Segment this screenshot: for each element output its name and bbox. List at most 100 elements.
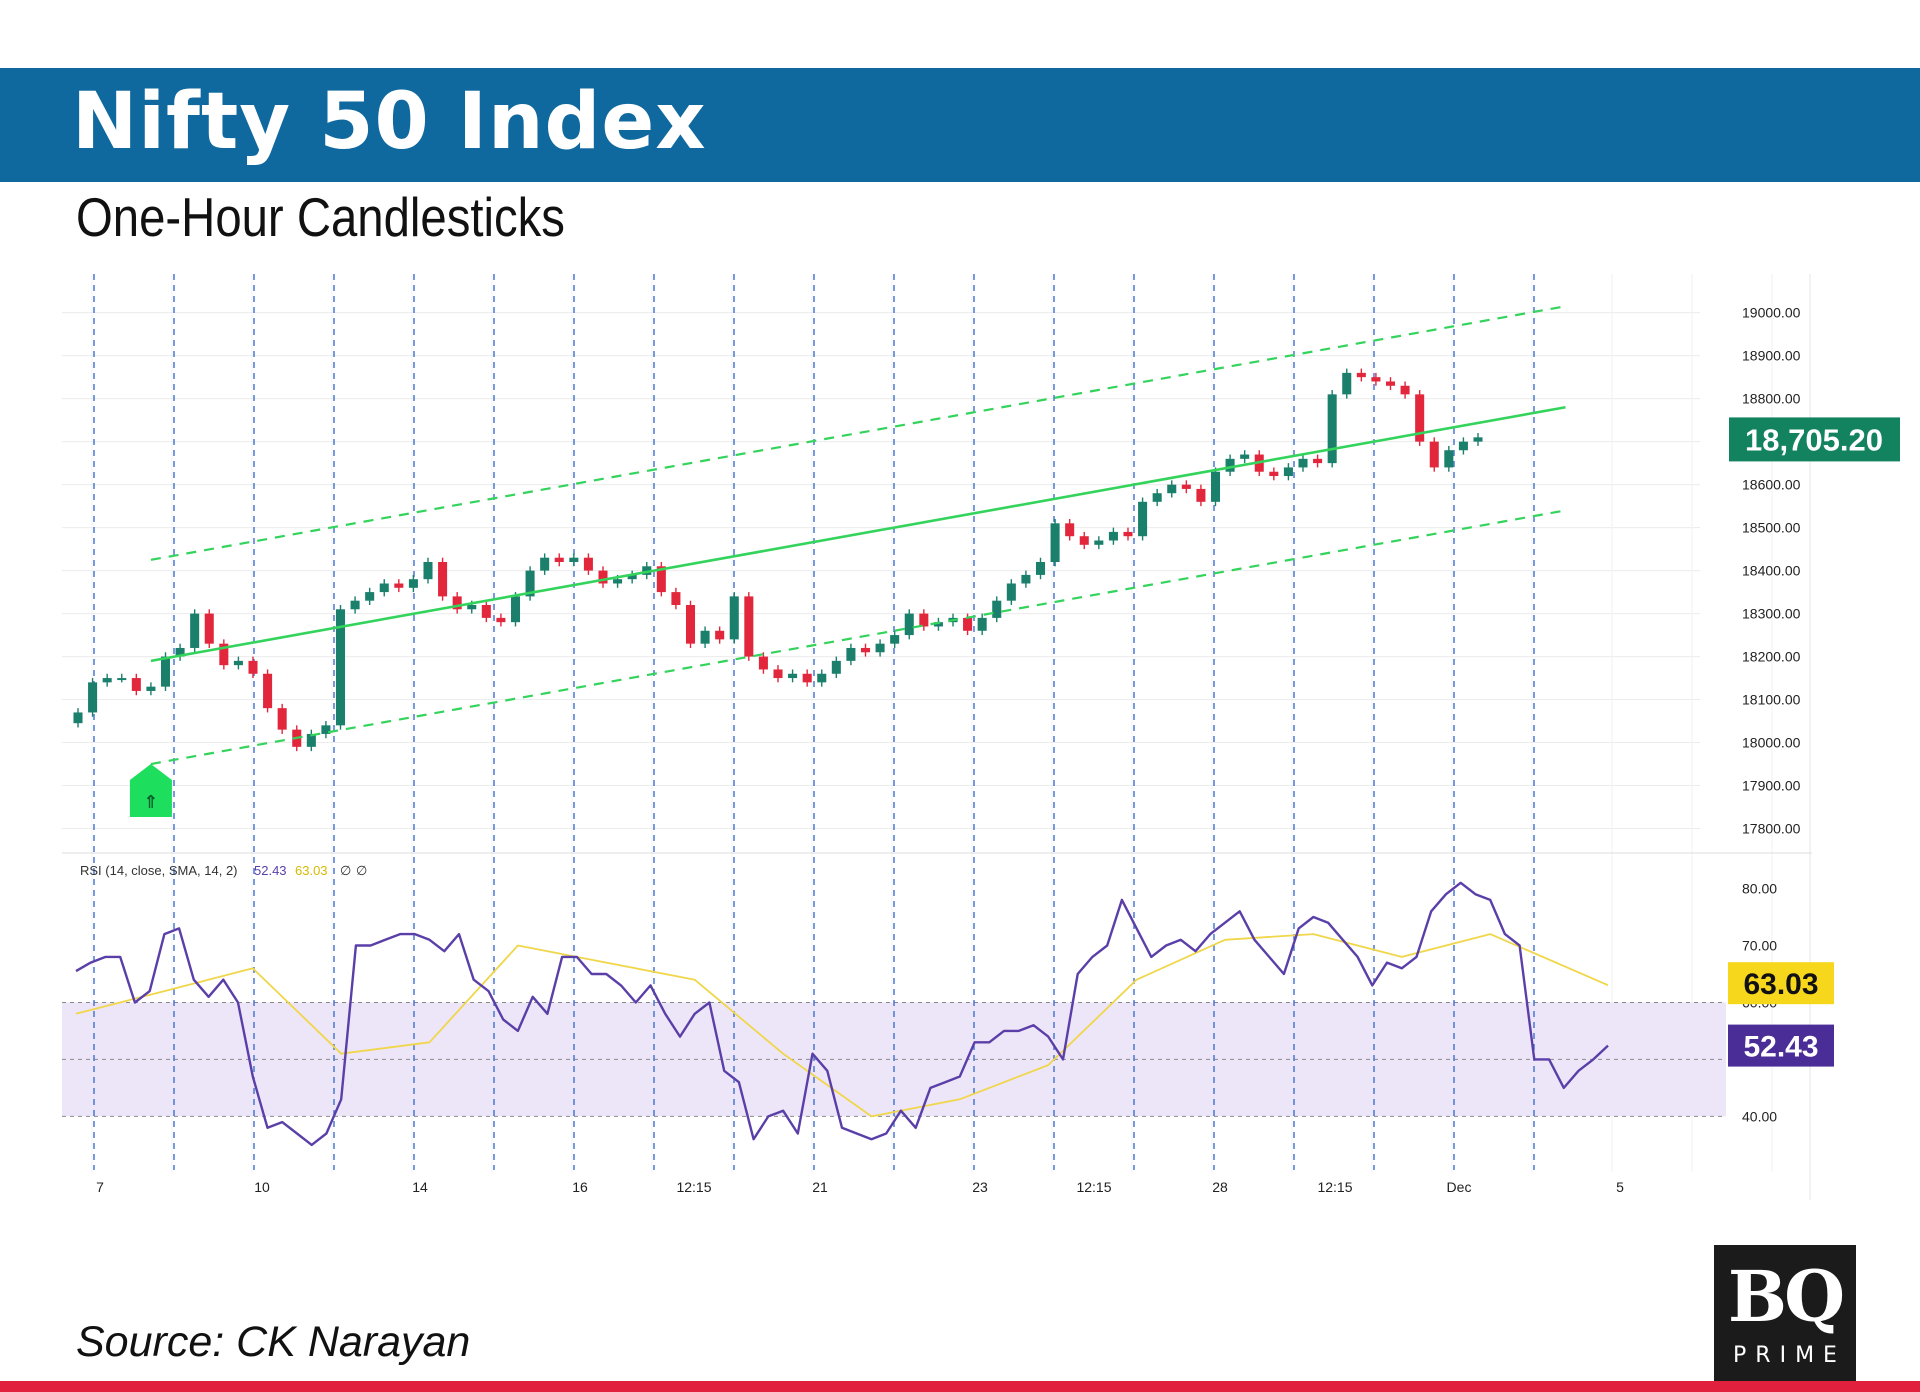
candle-body — [904, 613, 914, 636]
candle-body — [146, 686, 156, 691]
rsi-tick-label: 70.00 — [1742, 937, 1777, 953]
price-tick-label: 18600.00 — [1742, 477, 1801, 493]
candle-body — [452, 596, 462, 610]
price-tick-label: 18500.00 — [1742, 520, 1801, 536]
candle-body — [992, 600, 1002, 618]
candle-body — [802, 673, 812, 683]
candle-body — [1079, 536, 1089, 545]
candle-body — [1050, 523, 1060, 562]
candle-body — [438, 562, 448, 597]
candle-body — [627, 574, 637, 580]
candle-body — [496, 617, 506, 623]
candle-body — [1444, 450, 1454, 468]
candle-body — [248, 660, 258, 674]
rsi-legend-ma-value: 63.03 — [295, 863, 328, 878]
candle-body — [1342, 372, 1352, 395]
candle-body — [175, 647, 185, 657]
price-tick-label: 18900.00 — [1742, 348, 1801, 364]
candle-body — [117, 678, 127, 681]
candle-body — [1313, 458, 1323, 464]
x-tick-label: 28 — [1212, 1179, 1228, 1195]
candle-body — [685, 604, 696, 644]
candle-body — [277, 708, 287, 730]
candle-body — [788, 673, 798, 679]
candle-body — [963, 617, 973, 631]
candle-body — [671, 592, 681, 605]
candle-body — [467, 604, 477, 610]
candle-body — [758, 656, 768, 670]
candle-body — [1458, 441, 1468, 451]
candle-body — [1283, 467, 1293, 477]
candle-body — [394, 583, 404, 588]
price-tick-label: 18200.00 — [1742, 649, 1801, 665]
price-tick-label: 18400.00 — [1742, 563, 1801, 579]
candle-body — [1356, 372, 1366, 378]
candle-body — [977, 617, 987, 631]
candle-body — [321, 725, 331, 734]
x-tick-label: 7 — [96, 1179, 104, 1195]
rsi-legend-title: RSI (14, close, SMA, 14, 2) — [80, 863, 238, 878]
price-tick-label: 19000.00 — [1742, 305, 1801, 321]
candle-body — [656, 566, 666, 593]
candle-body — [1138, 501, 1148, 537]
candle-body — [219, 643, 229, 666]
candle-body — [875, 643, 885, 653]
price-tick-label: 18300.00 — [1742, 606, 1801, 622]
candle-body — [379, 583, 389, 593]
candle-body — [525, 570, 535, 597]
price-tick-label: 17800.00 — [1742, 821, 1801, 837]
candle-body — [365, 592, 375, 601]
rsi-legend-empty-1: ∅ — [340, 864, 351, 879]
candle-body — [1225, 458, 1235, 472]
buy-signal-marker — [129, 764, 172, 818]
candle-body — [481, 604, 491, 618]
candle-body — [540, 557, 550, 571]
candle-body — [510, 596, 521, 623]
candle-body — [583, 557, 593, 571]
candle-body — [831, 660, 841, 674]
candle-body — [1415, 394, 1425, 442]
candle-body — [1123, 531, 1133, 537]
rsi-ma-badge — [1728, 962, 1834, 1005]
candle-body — [1152, 493, 1162, 502]
candle-body — [700, 630, 710, 644]
x-tick-label: 14 — [412, 1179, 428, 1195]
candle-body — [744, 596, 754, 657]
channel-upper-line — [150, 305, 1566, 561]
candle-body — [1269, 471, 1279, 477]
candle-body — [1240, 454, 1250, 459]
candle-body — [1371, 377, 1381, 382]
rsi-value-badge-label: 52.43 — [1743, 1031, 1818, 1064]
price-tick-label: 18800.00 — [1742, 391, 1801, 407]
buy-signal-arrow: ⇑ — [143, 792, 158, 813]
candle-body — [569, 557, 579, 562]
candle-body — [817, 673, 827, 683]
candle-body — [890, 635, 900, 644]
source-credit: Source: CK Narayan — [76, 1318, 471, 1366]
x-tick-label: 23 — [972, 1179, 988, 1195]
x-tick-label: 21 — [812, 1179, 828, 1195]
candle-body — [729, 596, 739, 640]
candle-body — [613, 579, 623, 584]
candle-body — [1210, 471, 1221, 502]
candle-body — [73, 712, 83, 724]
x-tick-label: 12:15 — [1317, 1179, 1352, 1195]
rsi-line — [75, 881, 1609, 1147]
x-tick-label: Dec — [1447, 1179, 1472, 1195]
candle-body — [1108, 531, 1118, 541]
price-tick-label: 17900.00 — [1742, 778, 1801, 794]
candle-body — [846, 647, 856, 661]
candle-body — [1473, 437, 1483, 442]
candle-body — [1006, 583, 1016, 601]
candle-body — [1167, 484, 1177, 494]
candle-body — [598, 570, 608, 584]
candle-body — [773, 669, 783, 679]
channel-center-line — [150, 405, 1566, 663]
candle-body — [1400, 385, 1410, 395]
last-price-label: 18,705.20 — [1745, 422, 1883, 457]
candle-body — [1196, 488, 1206, 502]
candle-body — [263, 673, 273, 709]
candle-body — [131, 678, 141, 691]
page-title: Nifty 50 Index — [72, 77, 707, 167]
candle-body — [1065, 523, 1075, 537]
